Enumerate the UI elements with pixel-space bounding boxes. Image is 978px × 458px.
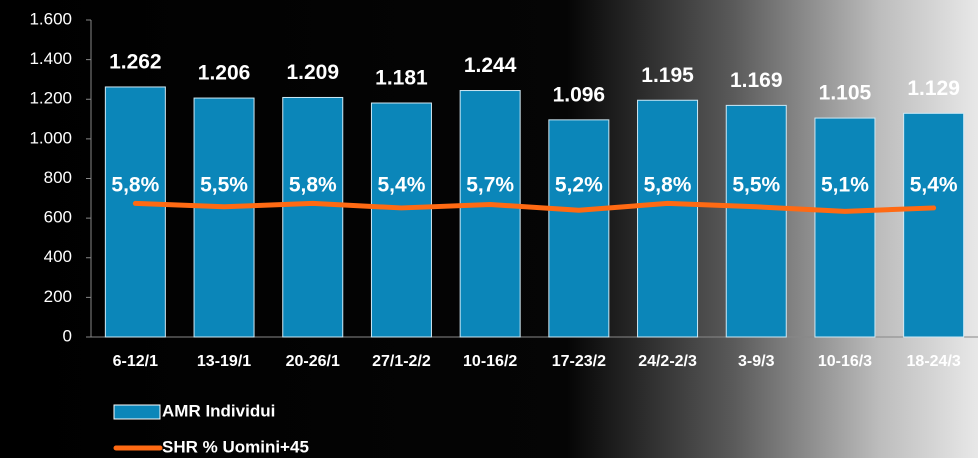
bar bbox=[725, 104, 787, 338]
x-tick-label: 3-9/3 bbox=[738, 353, 775, 370]
line-value-label: 5,4% bbox=[378, 174, 426, 197]
bar bbox=[814, 117, 876, 338]
y-tick-label: 400 bbox=[44, 247, 72, 266]
bar bbox=[282, 96, 344, 338]
x-tick-label: 10-16/3 bbox=[818, 353, 872, 370]
bar bbox=[370, 102, 432, 338]
y-tick-label: 800 bbox=[44, 168, 72, 187]
y-tick-label: 200 bbox=[44, 287, 72, 306]
bar-value-label: 1.206 bbox=[198, 62, 251, 85]
x-tick-label: 27/1-2/2 bbox=[372, 353, 431, 370]
line bbox=[132, 200, 937, 214]
y-tick-label: 1.400 bbox=[29, 49, 72, 68]
x-tick-label: 6-12/1 bbox=[113, 353, 158, 370]
bar-value-label: 1.262 bbox=[109, 51, 162, 74]
x-tick-label: 18-24/3 bbox=[907, 353, 961, 370]
x-tick-label: 10-16/2 bbox=[463, 353, 517, 370]
bar-value-label: 1.244 bbox=[464, 54, 517, 77]
line-value-label: 5,5% bbox=[732, 174, 780, 197]
x-tick-label: 13-19/1 bbox=[197, 353, 251, 370]
bar-value-label: 1.195 bbox=[641, 64, 694, 87]
x-tick-label: 20-26/1 bbox=[286, 353, 340, 370]
line-value-label: 5,7% bbox=[466, 174, 514, 197]
y-tick-label: 1.600 bbox=[29, 9, 72, 28]
x-tick-label: 17-23/2 bbox=[552, 353, 606, 370]
legend-swatch bbox=[113, 404, 161, 420]
y-tick-label: 1.200 bbox=[29, 89, 72, 108]
bar-value-label: 1.169 bbox=[730, 69, 783, 92]
bar-value-label: 1.181 bbox=[375, 67, 428, 90]
bar-value-label: 1.096 bbox=[553, 83, 606, 106]
bar bbox=[548, 119, 610, 338]
bar bbox=[193, 97, 255, 338]
bar-value-label: 1.129 bbox=[907, 77, 960, 100]
x-tick-label: 24/2-2/3 bbox=[638, 353, 697, 370]
bar-value-label: 1.105 bbox=[819, 82, 872, 105]
legend-label: AMR Individui bbox=[162, 401, 275, 420]
bar bbox=[459, 90, 521, 338]
line-value-label: 5,2% bbox=[555, 174, 603, 197]
line-value-label: 5,4% bbox=[910, 174, 958, 197]
y-tick-label: 600 bbox=[44, 208, 72, 227]
line-value-label: 5,8% bbox=[111, 174, 159, 197]
y-tick-label: 1.000 bbox=[29, 128, 72, 147]
line-value-label: 5,8% bbox=[289, 174, 337, 197]
legend-label: SHR % Uomini+45 bbox=[162, 437, 309, 456]
bar bbox=[903, 112, 965, 338]
y-tick-label: 0 bbox=[63, 326, 72, 345]
line-value-label: 5,1% bbox=[821, 174, 869, 197]
bar-value-label: 1.209 bbox=[286, 61, 339, 84]
bar bbox=[637, 99, 699, 338]
bar bbox=[104, 86, 166, 338]
line-value-label: 5,8% bbox=[644, 174, 692, 197]
line-value-label: 5,5% bbox=[200, 174, 248, 197]
